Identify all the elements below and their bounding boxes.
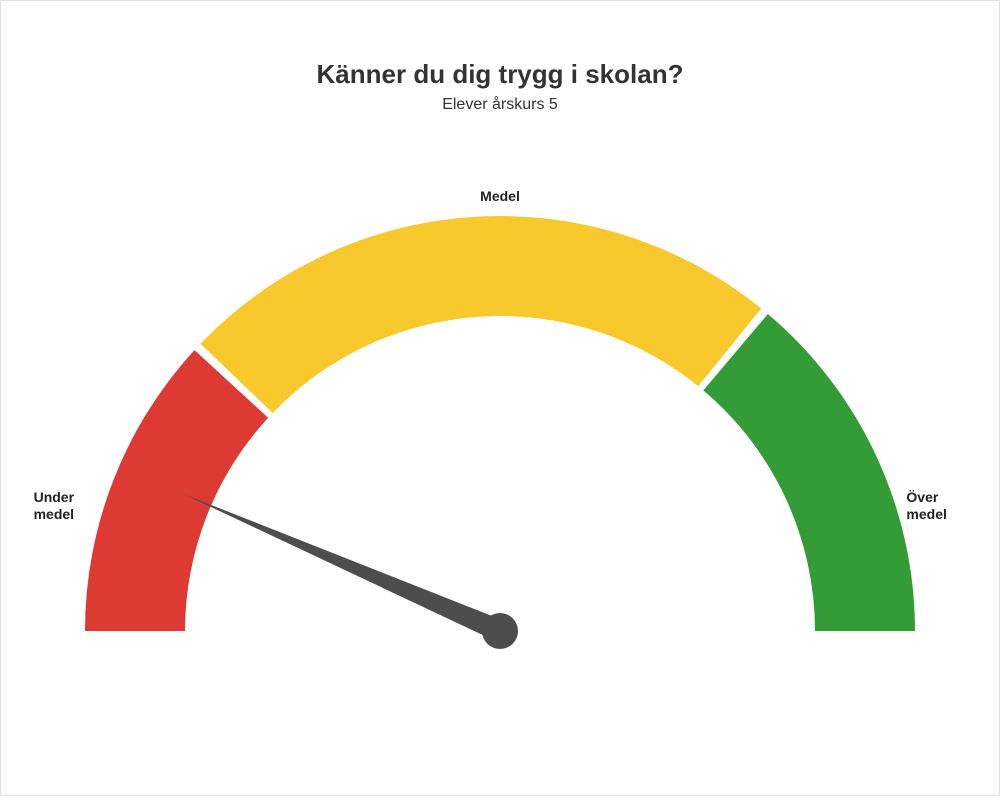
gauge-svg (60, 191, 940, 671)
gauge: Under medel Medel Över medel (60, 191, 940, 671)
gauge-segment (703, 314, 915, 631)
segment-label-over-medel: Över medel (906, 489, 966, 524)
segment-label-under-medel: Under medel (34, 489, 94, 524)
gauge-segment (85, 350, 268, 631)
titles: Känner du dig trygg i skolan? Elever års… (1, 59, 999, 114)
chart-title: Känner du dig trygg i skolan? (1, 59, 999, 90)
chart-subtitle: Elever årskurs 5 (1, 96, 999, 114)
chart-frame: Känner du dig trygg i skolan? Elever års… (0, 0, 1000, 796)
gauge-needle (183, 494, 504, 641)
gauge-needle-hub (482, 613, 518, 649)
gauge-segment (200, 216, 761, 413)
segment-label-medel: Medel (450, 188, 550, 206)
